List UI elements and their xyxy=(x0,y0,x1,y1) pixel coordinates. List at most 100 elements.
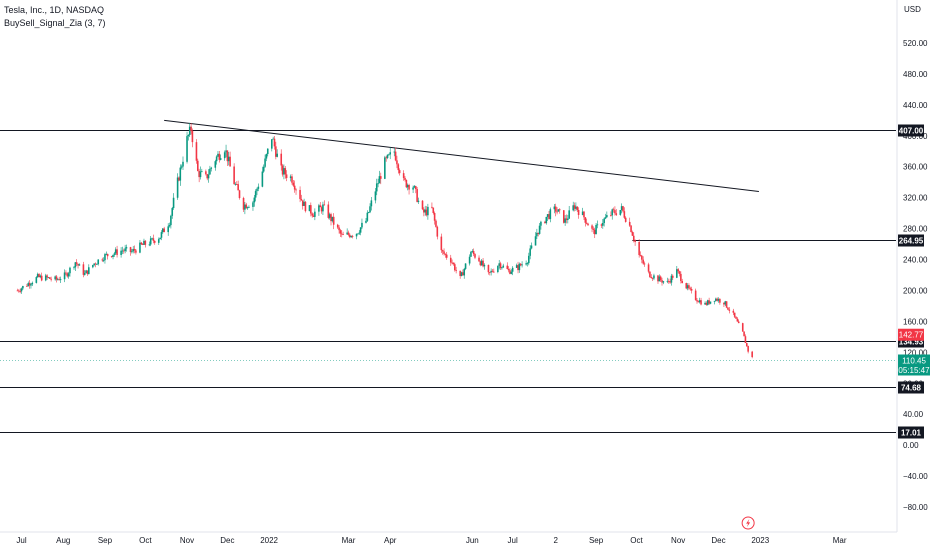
price-tick-label: 480.00 xyxy=(903,70,928,79)
candle-body xyxy=(314,211,316,217)
candle-body xyxy=(129,247,132,253)
candle-body xyxy=(669,281,671,283)
candle-body xyxy=(519,263,522,266)
time-tick-label: Apr xyxy=(384,536,397,545)
candle-body xyxy=(93,263,95,265)
lightning-icon-glyph xyxy=(746,519,751,527)
candle-body xyxy=(416,189,418,202)
price-tags: 407.00 264.95 134.93 74.68 17.01 142.77 110.45… xyxy=(898,124,930,439)
candle-body xyxy=(223,152,226,159)
candle-body xyxy=(490,270,492,273)
candle-body xyxy=(425,209,428,216)
candle-body xyxy=(188,126,191,136)
candle-body xyxy=(697,301,700,303)
candle-body xyxy=(120,250,122,255)
candle-body xyxy=(583,211,585,218)
candle-body xyxy=(690,288,693,291)
candle-body xyxy=(725,301,728,308)
candle-body xyxy=(735,316,737,319)
candle-body xyxy=(178,177,180,181)
candle-body xyxy=(375,183,378,192)
candle-body xyxy=(670,275,673,283)
candle-body xyxy=(257,186,260,189)
candle-body xyxy=(163,228,165,233)
candle-body xyxy=(322,204,324,212)
candle-body xyxy=(634,240,636,243)
candle-body xyxy=(393,151,396,153)
candle-body xyxy=(651,278,654,279)
candle-body xyxy=(63,272,66,280)
candle-body xyxy=(444,253,447,255)
price-tick-label: 320.00 xyxy=(903,194,928,203)
candle-body xyxy=(724,301,727,305)
candle-body xyxy=(238,190,241,199)
candle-body xyxy=(327,204,330,218)
candle-body xyxy=(602,222,604,226)
candle-body xyxy=(116,249,118,255)
candle-body xyxy=(149,238,152,245)
candle-body xyxy=(374,191,377,201)
candle-body xyxy=(751,351,753,358)
candle-body xyxy=(620,206,623,210)
candle-body xyxy=(226,150,229,162)
candle-body xyxy=(357,233,359,235)
candle-body xyxy=(318,205,320,212)
candle-body xyxy=(441,250,444,252)
time-tick-label: Jul xyxy=(508,536,518,545)
candle-body xyxy=(205,171,207,175)
candle-body xyxy=(78,264,81,266)
candle-body xyxy=(591,225,593,229)
candle-body xyxy=(31,282,34,285)
candle-body xyxy=(210,167,213,169)
candle-body xyxy=(151,238,153,240)
candle-body xyxy=(73,267,75,269)
candle-body xyxy=(217,153,219,157)
candle-body xyxy=(624,217,627,222)
time-tick-label: Nov xyxy=(671,536,685,545)
candle-body xyxy=(308,205,311,212)
candle-body xyxy=(581,211,584,215)
candle-body xyxy=(474,254,476,258)
candle-body xyxy=(470,251,472,257)
candle-body xyxy=(289,176,292,179)
candle-body xyxy=(478,257,480,262)
time-tick-label: Oct xyxy=(139,536,152,545)
candle-body xyxy=(427,206,429,216)
candle-body xyxy=(671,275,674,278)
candle-body xyxy=(704,302,706,305)
candle-body xyxy=(361,222,363,228)
price-tick-label: 360.00 xyxy=(903,163,928,172)
candle-body xyxy=(549,209,552,219)
candle-body xyxy=(83,273,86,275)
symbol-title[interactable]: Tesla, Inc., 1D, NASDAQ xyxy=(4,5,105,15)
candle-body xyxy=(55,276,58,280)
candle-body xyxy=(140,242,143,245)
candle-body xyxy=(284,168,287,175)
candle-body xyxy=(653,275,655,279)
candle-body xyxy=(106,253,109,257)
candle-body xyxy=(264,158,266,167)
candle-body xyxy=(537,232,540,234)
candle-body xyxy=(206,174,209,179)
candle-body xyxy=(499,263,502,269)
candle-body xyxy=(658,276,661,282)
candle-body xyxy=(573,205,576,209)
candle-body xyxy=(171,208,174,216)
candle-body xyxy=(102,260,105,261)
candle-body xyxy=(113,253,116,255)
candle-body xyxy=(454,264,456,271)
candle-body xyxy=(262,166,265,172)
candle-body xyxy=(521,264,523,266)
candle-body xyxy=(215,156,218,162)
time-tick-label: 2 xyxy=(553,536,558,545)
candle-body xyxy=(455,270,457,271)
indicator-title[interactable]: BuySell_Signal_Zia (3, 7) xyxy=(4,18,106,28)
candle-body xyxy=(468,256,471,264)
candle-body xyxy=(300,198,303,201)
candle-body xyxy=(622,206,624,212)
candle-body xyxy=(248,206,250,208)
candle-body xyxy=(245,204,248,209)
candle-body xyxy=(69,267,71,274)
